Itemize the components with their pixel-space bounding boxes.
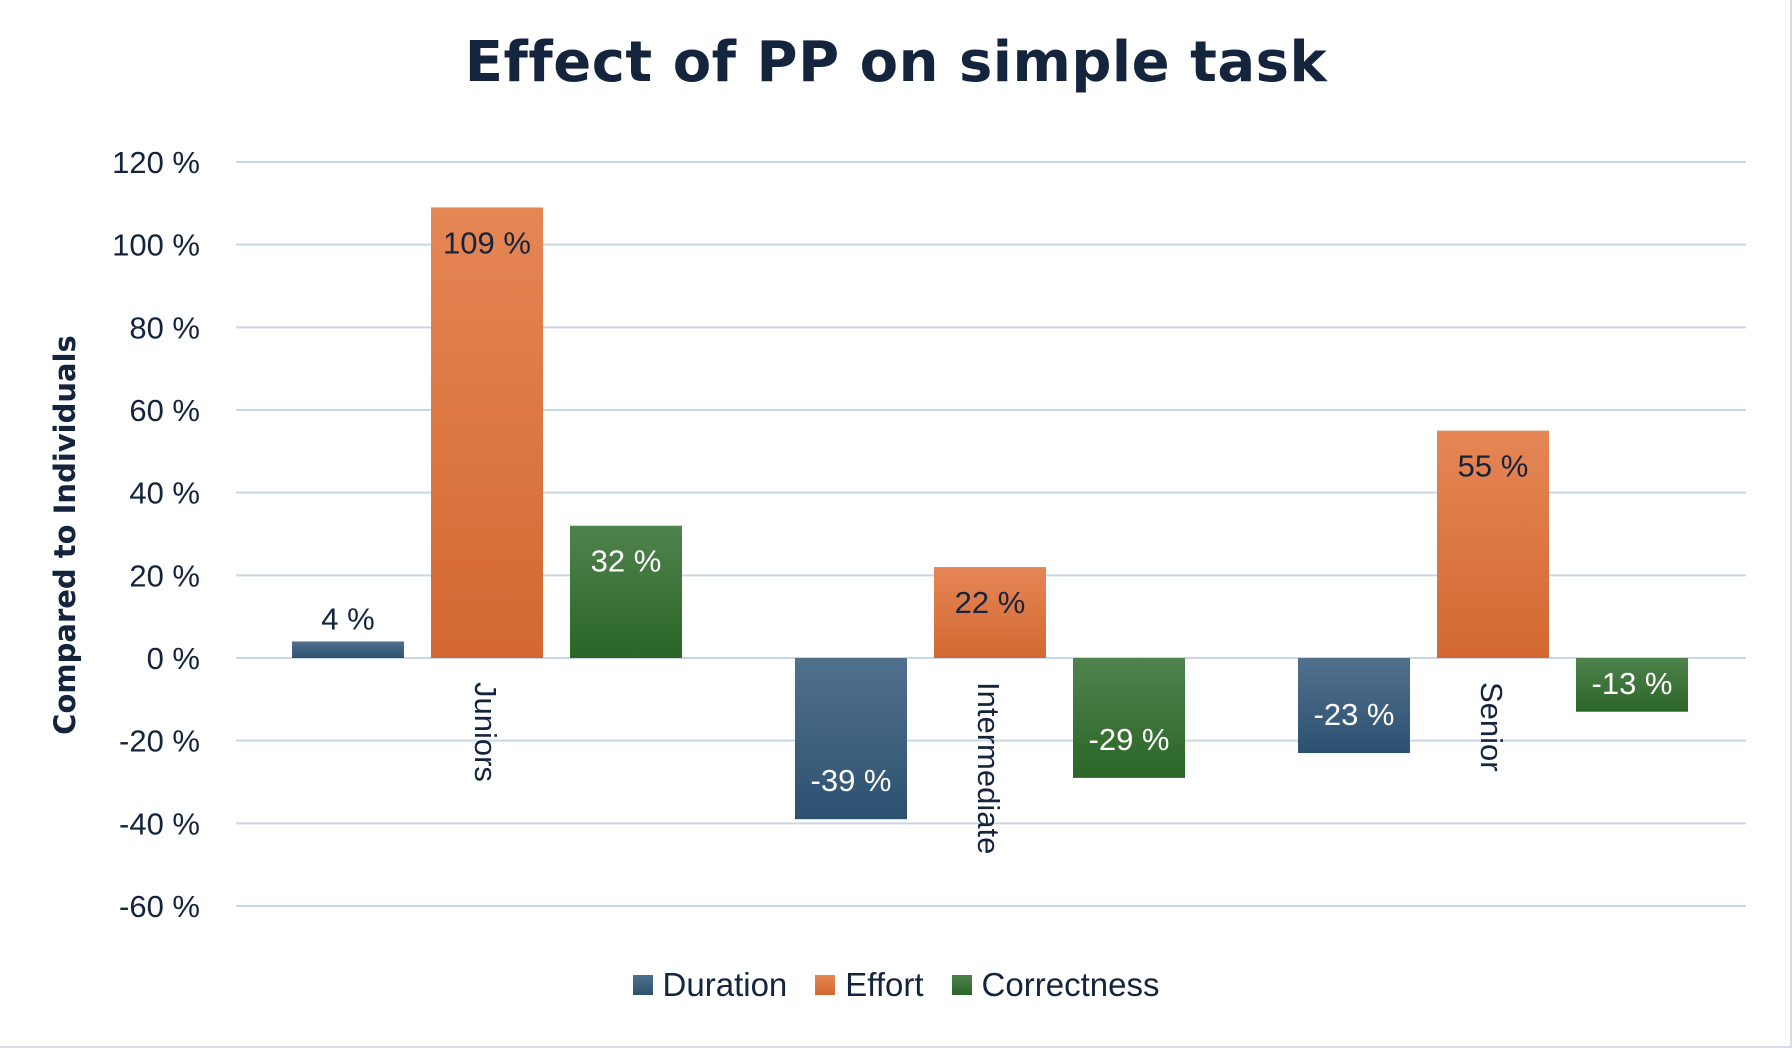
bar-duration-intermediate (795, 658, 907, 820)
chart-title: Effect of PP on simple task (464, 30, 1328, 95)
legend-label: Effort (845, 966, 924, 1003)
data-label: -29 % (1089, 722, 1170, 757)
legend-label: Duration (662, 966, 788, 1003)
category-label: Senior (1474, 682, 1509, 772)
bar-effort-intermediate (934, 567, 1046, 658)
legend-item-duration: Duration (632, 966, 788, 1004)
y-tick-label: 0 % (147, 641, 200, 676)
legend-item-correctness: Correctness (951, 966, 1160, 1004)
legend-swatch (632, 975, 653, 995)
y-tick-label: -20 % (119, 724, 200, 759)
data-label: -23 % (1314, 697, 1395, 732)
legend-swatch (951, 975, 972, 995)
bar-effort-juniors (431, 207, 543, 658)
y-tick-label: 20 % (129, 558, 200, 593)
data-label: 4 % (321, 601, 374, 636)
data-label: 22 % (955, 585, 1026, 620)
legend: Duration Effort Correctness (0, 966, 1792, 1004)
legend-label: Correctness (981, 966, 1160, 1003)
legend-item-effort: Effort (815, 966, 924, 1004)
y-tick-label: 120 % (112, 145, 200, 180)
category-label: Juniors (468, 682, 503, 782)
data-labels: 4 % 109 % 32 % -39 % 22 % -29 % -23 % 55 % -13 % (321, 225, 1672, 798)
y-axis-ticks: 120 % 100 % 80 % 60 % 40 % 20 % 0 % -20 % -40 % -… (112, 145, 200, 924)
bar-correctness-intermediate (1073, 658, 1185, 778)
bar-correctness-juniors (570, 525, 682, 658)
data-label: 109 % (443, 225, 531, 260)
bar-correctness-senior (1576, 658, 1688, 712)
bars (292, 207, 1688, 820)
category-label: Intermediate (971, 682, 1006, 854)
bar-duration-senior (1298, 658, 1410, 754)
data-label: 32 % (591, 544, 662, 579)
legend-swatch (815, 975, 836, 995)
y-tick-label: 40 % (129, 476, 200, 511)
category-labels: Juniors Intermediate Senior (468, 682, 1509, 854)
data-label: -13 % (1592, 666, 1673, 701)
data-label: 55 % (1458, 449, 1529, 484)
y-axis-label: Compared to Individuals (48, 335, 82, 735)
bar-effort-senior (1437, 430, 1549, 658)
y-tick-label: -60 % (119, 889, 200, 924)
y-tick-label: 60 % (129, 393, 200, 428)
y-tick-label: 80 % (129, 310, 200, 345)
data-label: -39 % (811, 763, 892, 798)
y-tick-label: -40 % (119, 806, 200, 841)
y-tick-label: 100 % (112, 228, 200, 263)
bar-duration-juniors (292, 641, 404, 658)
